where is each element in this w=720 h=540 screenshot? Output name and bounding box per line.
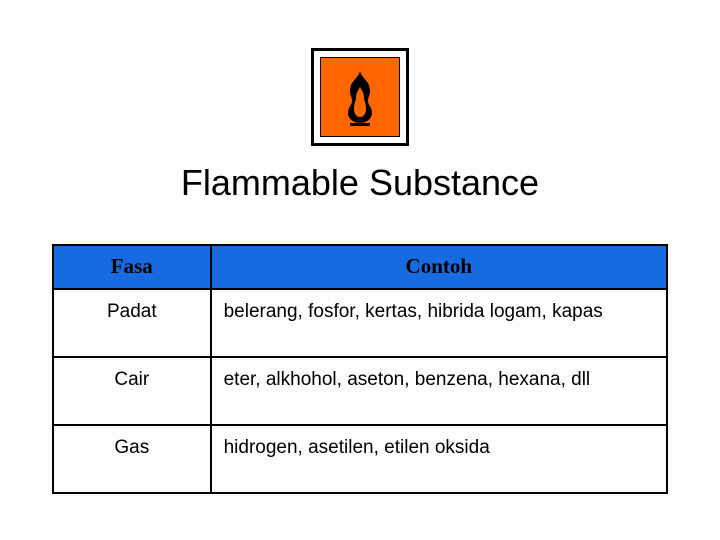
table-row: Cair eter, alkhohol, aseton, benzena, he…	[53, 357, 667, 425]
cell-contoh: eter, alkhohol, aseton, benzena, hexana,…	[211, 357, 667, 425]
flammable-icon	[328, 65, 392, 129]
flammable-table: Fasa Contoh Padat belerang, fosfor, kert…	[52, 244, 668, 494]
col-header-contoh: Contoh	[211, 245, 667, 289]
hazard-symbol-frame	[311, 48, 409, 146]
col-header-fasa: Fasa	[53, 245, 211, 289]
table-row: Padat belerang, fosfor, kertas, hibrida …	[53, 289, 667, 357]
cell-fasa: Cair	[53, 357, 211, 425]
cell-fasa: Padat	[53, 289, 211, 357]
hazard-symbol-bg	[320, 57, 400, 137]
cell-contoh: belerang, fosfor, kertas, hibrida logam,…	[211, 289, 667, 357]
page-title: Flammable Substance	[0, 162, 720, 204]
cell-fasa: Gas	[53, 425, 211, 493]
table-header-row: Fasa Contoh	[53, 245, 667, 289]
table-row: Gas hidrogen, asetilen, etilen oksida	[53, 425, 667, 493]
cell-contoh: hidrogen, asetilen, etilen oksida	[211, 425, 667, 493]
